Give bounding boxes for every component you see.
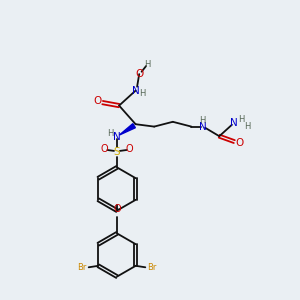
Text: H: H: [139, 89, 146, 98]
Text: N: N: [230, 118, 237, 128]
Text: O: O: [135, 68, 143, 79]
Polygon shape: [119, 124, 135, 135]
Text: Br: Br: [148, 263, 157, 272]
Text: O: O: [100, 144, 108, 154]
Text: O: O: [93, 96, 101, 106]
Text: Br: Br: [77, 263, 86, 272]
Text: H: H: [200, 116, 206, 124]
Text: O: O: [236, 138, 244, 148]
Text: S: S: [114, 147, 120, 158]
Text: N: N: [199, 122, 207, 132]
Text: H: H: [107, 129, 114, 138]
Text: H: H: [144, 60, 151, 69]
Text: O: O: [113, 203, 121, 214]
Text: N: N: [113, 132, 121, 142]
Text: H: H: [244, 122, 251, 131]
Text: N: N: [132, 85, 140, 96]
Text: O: O: [126, 144, 134, 154]
Text: H: H: [238, 115, 245, 124]
